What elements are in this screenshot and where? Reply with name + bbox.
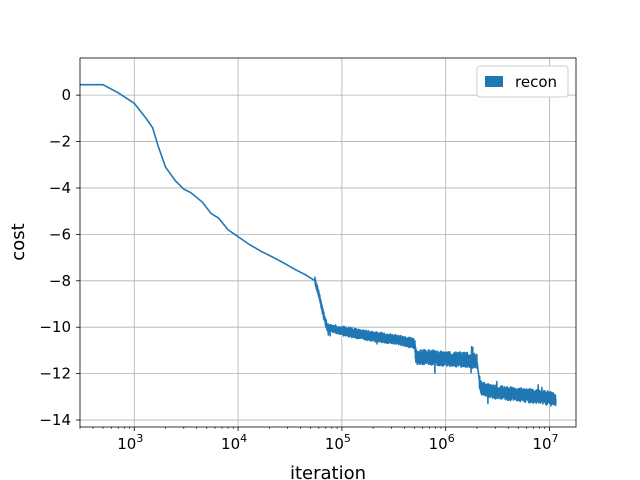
y-tick-label: −14 (39, 411, 71, 429)
x-tick-label: 107 (532, 432, 558, 453)
series-layer (80, 83, 557, 407)
x-tick-label: 104 (221, 432, 247, 453)
y-tick-label: 0 (61, 86, 71, 104)
y-tick-label: −10 (39, 318, 71, 336)
legend-label-recon: recon (515, 73, 557, 91)
y-tick-label: −6 (49, 225, 71, 243)
plot-frame (79, 57, 577, 428)
legend-swatch-recon (485, 76, 503, 87)
x-tick-label: 106 (429, 432, 455, 453)
x-tick-label: 103 (117, 432, 143, 453)
x-axis: 103 104 105 106 107 (79, 427, 559, 453)
x-tick-label: 105 (325, 432, 351, 453)
y-tick-label: −8 (49, 272, 71, 290)
y-axis-label: cost (8, 223, 29, 260)
y-tick-label: −12 (39, 365, 71, 383)
series-line-recon (80, 83, 557, 407)
y-axis: 0 −2 −4 −6 −8 −10 −12 −14 (39, 86, 80, 429)
legend: recon (476, 65, 569, 98)
y-tick-label: −4 (49, 179, 71, 197)
legend-box (476, 65, 569, 98)
y-tick-label: −2 (49, 133, 71, 151)
x-axis-label: iteration (290, 463, 366, 480)
